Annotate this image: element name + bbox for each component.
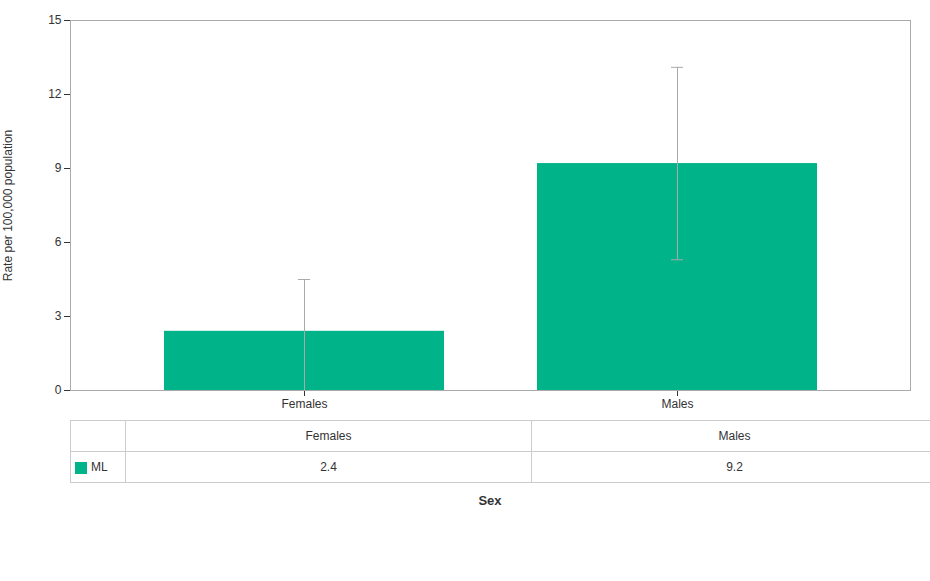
html-text:ML: ML: [91, 460, 108, 474]
html-text:2.4: 2.4: [320, 460, 337, 474]
html-text:9.2: 9.2: [726, 460, 743, 474]
html-text:Males: Males: [718, 429, 751, 443]
html-text:Females: Females: [305, 429, 352, 443]
svg-text:0: 0: [55, 383, 62, 397]
svg-text:Females: Females: [281, 397, 327, 411]
svg-text:15: 15: [48, 13, 62, 27]
svg-text:6: 6: [55, 235, 62, 249]
svg-text:Rate per 100,000 population: Rate per 100,000 population: [1, 130, 15, 281]
svg-text:Males: Males: [661, 397, 693, 411]
svg-text:9: 9: [55, 161, 62, 175]
svg-text:3: 3: [55, 309, 62, 323]
svg-text:12: 12: [48, 87, 62, 101]
html-text:Sex: Sex: [478, 493, 502, 508]
